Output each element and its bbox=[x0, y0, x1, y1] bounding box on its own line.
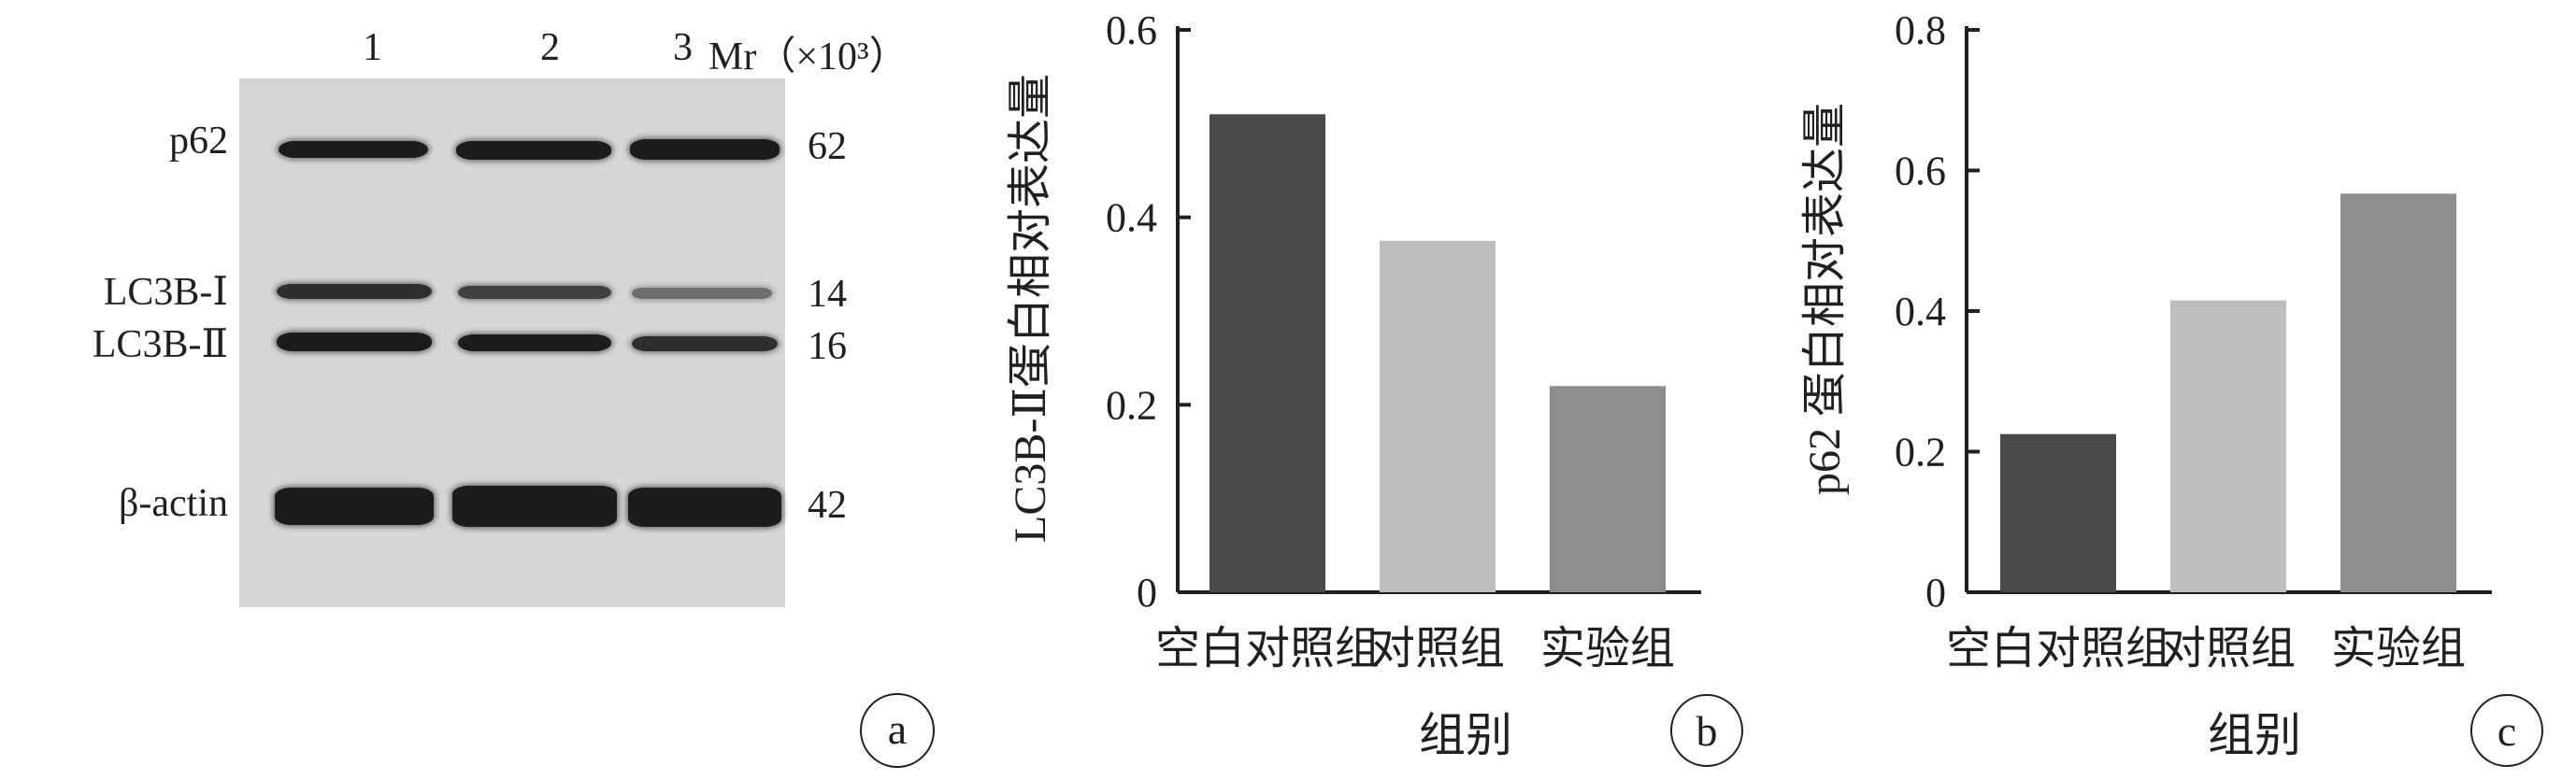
mr-unit-label: Mr（×10³） bbox=[708, 35, 909, 78]
x-axis-title: 组别 bbox=[1419, 709, 1512, 761]
blot-band bbox=[275, 488, 434, 525]
bar-2 bbox=[2170, 300, 2286, 592]
row-label-lc3b-i: LC3B-Ⅰ bbox=[103, 271, 228, 314]
blot-band bbox=[632, 336, 778, 351]
bar-2 bbox=[1380, 240, 1496, 592]
x-category-label: 实验组 bbox=[2331, 624, 2466, 674]
bar-3 bbox=[1550, 386, 1666, 592]
y-tick-label: 0.2 bbox=[1106, 382, 1157, 428]
panel-tag-circle bbox=[1670, 694, 1743, 767]
x-category-label: 空白对照组 bbox=[1155, 624, 1380, 674]
mw-label-beta-actin: 42 bbox=[808, 484, 847, 527]
lane-label-2: 2 bbox=[540, 26, 560, 69]
panel-tag-a: a bbox=[860, 693, 935, 768]
mw-label-lc3b-i: 14 bbox=[808, 273, 847, 316]
blot-band bbox=[277, 284, 432, 299]
y-tick-label: 0.4 bbox=[1106, 195, 1157, 241]
y-tick-label: 0.8 bbox=[1895, 7, 1946, 53]
y-axis-title: LC3B-Ⅱ蛋白相对表达量 bbox=[1006, 74, 1055, 543]
y-tick-label: 0.6 bbox=[1895, 149, 1946, 194]
bar-1 bbox=[1209, 114, 1325, 593]
blot-image bbox=[239, 78, 785, 607]
x-axis-title: 组别 bbox=[2208, 709, 2301, 761]
y-tick-label: 0.4 bbox=[1895, 289, 1946, 334]
x-category-label: 实验组 bbox=[1540, 624, 1675, 674]
panel-tag: b bbox=[1696, 707, 1718, 755]
blot-band bbox=[458, 286, 611, 299]
blot-band bbox=[456, 141, 611, 160]
mw-label-lc3b-ii: 16 bbox=[808, 325, 847, 368]
row-label-beta-actin: β-actin bbox=[119, 482, 228, 525]
y-tick-label: 0.2 bbox=[1895, 430, 1946, 475]
bar-1 bbox=[2000, 433, 2116, 592]
y-tick-label: 0 bbox=[1925, 570, 1946, 616]
mw-label-p62: 62 bbox=[808, 125, 847, 168]
blot-band bbox=[452, 486, 617, 527]
y-tick-label: 0 bbox=[1137, 570, 1157, 616]
blot-band bbox=[458, 334, 611, 351]
bar-3 bbox=[2340, 193, 2456, 592]
row-label-p62: p62 bbox=[169, 120, 228, 163]
x-category-label: 对照组 bbox=[2161, 624, 2296, 674]
blot-band bbox=[630, 139, 780, 160]
blot-band bbox=[277, 333, 432, 351]
western-blot-panel: 1 2 3 Mr（×10³） p62 LC3B-Ⅰ LC3B-Ⅱ β-actin… bbox=[0, 0, 935, 780]
y-tick-label: 0.6 bbox=[1106, 7, 1157, 53]
lane-label-3: 3 bbox=[673, 26, 693, 69]
panel-tag: c bbox=[2497, 707, 2516, 755]
y-axis-title: p62 蛋白相对表达量 bbox=[1800, 103, 1850, 495]
blot-band bbox=[279, 141, 428, 158]
row-label-lc3b-ii: LC3B-Ⅱ bbox=[92, 323, 228, 366]
x-category-label: 空白对照组 bbox=[1946, 624, 2170, 674]
blot-band bbox=[632, 288, 772, 299]
panel-tag-circle bbox=[2470, 694, 2543, 767]
blot-band bbox=[628, 488, 781, 527]
x-category-label: 对照组 bbox=[1370, 624, 1505, 674]
lane-label-1: 1 bbox=[363, 26, 382, 69]
